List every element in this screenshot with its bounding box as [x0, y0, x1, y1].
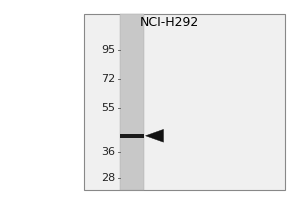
- Text: 36: 36: [101, 147, 116, 157]
- Text: 72: 72: [101, 74, 116, 84]
- Text: 55: 55: [101, 103, 116, 113]
- Text: 95: 95: [101, 45, 116, 55]
- Bar: [84, 14, 285, 190]
- Text: NCI-H292: NCI-H292: [140, 16, 199, 28]
- Bar: [120, 14, 144, 190]
- Text: 28: 28: [101, 173, 116, 183]
- Polygon shape: [146, 129, 164, 142]
- Bar: [120, 134, 144, 138]
